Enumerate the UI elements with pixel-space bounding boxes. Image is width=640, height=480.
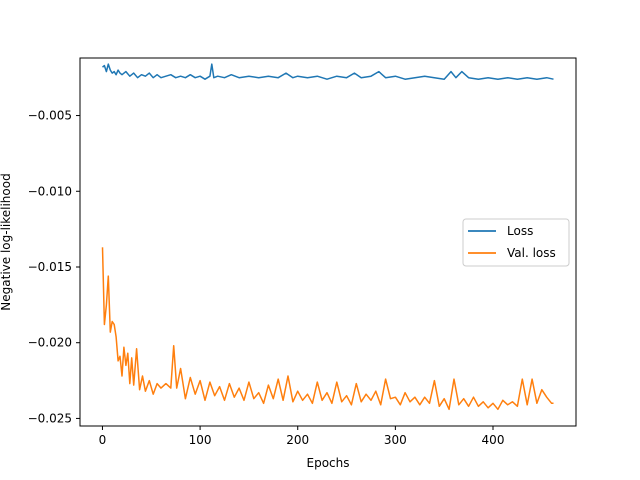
x-tick-label: 100	[189, 433, 212, 447]
legend-label-loss: Loss	[507, 224, 533, 238]
legend: Loss Val. loss	[462, 218, 570, 267]
y-tick-label: −0.020	[28, 336, 72, 350]
x-axis-label: Epochs	[307, 456, 350, 470]
y-tick-label: −0.015	[28, 260, 72, 274]
y-axis-label: Negative log-likelihood	[0, 173, 13, 310]
x-tick-label: 300	[384, 433, 407, 447]
series-line-val-loss	[101, 247, 554, 411]
series-layer	[101, 63, 554, 411]
series-line-loss	[102, 63, 554, 80]
x-tick-label: 400	[482, 433, 505, 447]
y-tick-label: −0.025	[28, 411, 72, 425]
y-axis: −0.025 −0.020 −0.015 −0.010 −0.005	[28, 109, 80, 425]
y-tick-label: −0.005	[28, 109, 72, 123]
x-tick-label: 0	[99, 433, 107, 447]
x-tick-label: 200	[286, 433, 309, 447]
legend-label-val-loss: Val. loss	[507, 246, 556, 260]
axes-frame	[79, 57, 577, 427]
x-axis: 0 100 200 300 400	[99, 426, 505, 447]
y-tick-label: −0.010	[28, 184, 72, 198]
